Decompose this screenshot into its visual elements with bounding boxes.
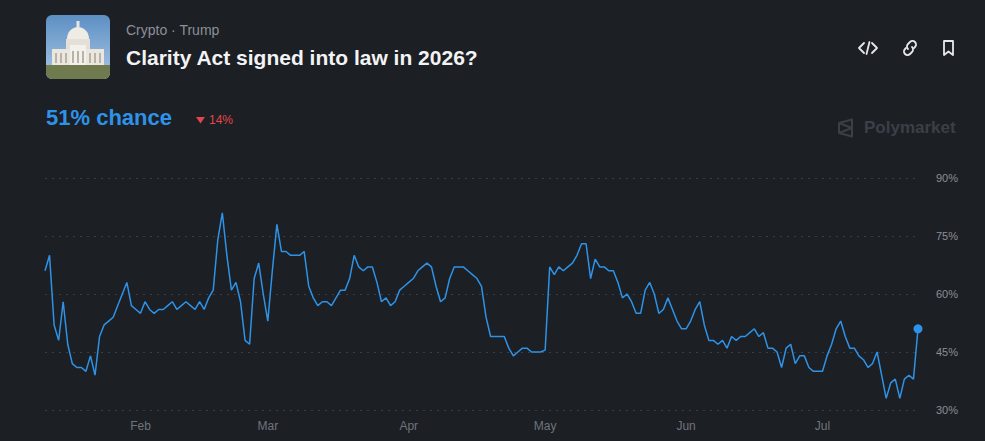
svg-text:Feb: Feb [130, 419, 151, 433]
svg-text:Jul: Jul [815, 419, 830, 433]
svg-text:90%: 90% [936, 172, 958, 184]
html-text:Crypto · Trump: Crypto · Trump [126, 22, 220, 38]
svg-text:Apr: Apr [399, 419, 418, 433]
html-text:14%: 14% [209, 113, 233, 127]
svg-text:Jun: Jun [676, 419, 695, 433]
html-text:51% chance: 51% chance [46, 105, 172, 130]
svg-text:45%: 45% [936, 346, 958, 358]
svg-text:Mar: Mar [257, 419, 278, 433]
svg-text:May: May [534, 419, 557, 433]
html-text:Polymarket: Polymarket [864, 118, 956, 137]
svg-text:30%: 30% [936, 404, 958, 416]
svg-text:75%: 75% [936, 230, 958, 242]
svg-text:60%: 60% [936, 288, 958, 300]
html-text:Clarity Act signed into law in: Clarity Act signed into law in 2026? [126, 46, 478, 69]
